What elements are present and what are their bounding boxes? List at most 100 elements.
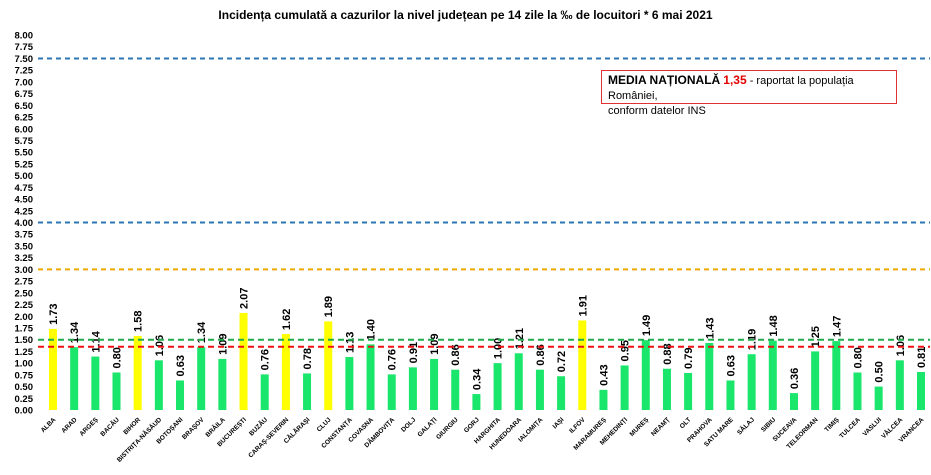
bar [641,340,650,410]
bar [578,320,587,410]
data-label: 0.76 [260,349,272,370]
bar [49,328,57,410]
data-label: 1.40 [366,319,378,340]
y-tick-label: 4.25 [15,206,34,217]
y-tick-label: 6.25 [15,113,34,124]
y-tick-label: 1.00 [15,359,34,370]
y-tick-label: 2.50 [15,288,34,299]
bar [303,373,312,410]
y-tick-label: 0.00 [15,406,34,417]
bar [281,334,290,410]
data-label: 0.88 [662,343,674,364]
x-tick-label: MUREȘ [629,416,651,438]
data-label: 1.91 [577,295,589,316]
data-label: 1.34 [196,321,208,343]
x-tick-label: ARGEȘ [78,416,100,438]
annotation-text: - raportat la populația României, [608,75,854,102]
x-tick-label: BRAȘOV [181,416,206,441]
data-label: 0.50 [874,361,886,382]
data-label: 1.43 [704,318,716,339]
bar [684,372,693,410]
bar [557,376,566,410]
y-tick-label: 5.00 [15,171,34,182]
data-label: 2.07 [239,288,251,309]
data-label: 1.09 [217,333,229,354]
data-label: 1.58 [133,311,145,332]
bar [91,356,100,410]
y-tick-label: 4.50 [15,195,34,206]
bar [239,312,248,410]
bar [408,367,417,410]
x-tick-label: GIURGIU [435,416,460,441]
y-tick-label: 4.00 [15,218,34,229]
bar [493,363,502,410]
x-tick-label: DOLJ [400,416,417,433]
bar [874,386,883,410]
x-tick-label: TIMIȘ [824,416,842,434]
data-label: 1.14 [90,330,102,352]
annotation-text2: conform datelor INS [608,105,706,117]
y-tick-label: 7.00 [15,77,34,88]
bar [599,389,608,410]
bar [451,369,460,410]
bar [70,347,79,410]
data-label: 1.09 [429,333,441,354]
bar [662,368,671,410]
data-label: 0.76 [387,349,399,370]
y-tick-label: 2.25 [15,300,34,311]
data-label: 1.06 [895,335,907,356]
bar [853,372,862,410]
data-label: 0.95 [620,340,632,361]
data-label: 0.78 [302,348,314,369]
bar [345,357,354,410]
bar [789,393,798,410]
bar [747,354,756,410]
data-label: 1.21 [514,328,526,349]
y-tick-label: 3.75 [15,230,34,241]
y-tick-label: 3.25 [15,253,34,264]
y-tick-label: 3.00 [15,265,34,276]
y-tick-label: 2.00 [15,312,34,323]
y-tick-label: 0.50 [15,382,34,393]
y-tick-label: 7.50 [15,54,34,65]
data-label: 1.62 [281,309,293,330]
x-tick-label: GORJ [463,416,481,434]
bar [705,342,714,410]
bar [112,372,121,410]
data-label: 0.80 [852,347,864,368]
data-label: 0.36 [789,368,801,389]
x-tick-label: NEAMȚ [650,416,671,437]
x-tick-label: BIHOR [122,416,142,436]
x-tick-label: SIBIU [760,416,777,433]
y-tick-label: 5.25 [15,159,34,170]
bar [811,351,820,410]
data-label: 1.73 [48,303,60,324]
data-label: 0.81 [916,347,928,368]
data-label: 0.80 [112,347,124,368]
y-tick-label: 4.75 [15,183,34,194]
bar [917,372,925,410]
bar [472,394,481,410]
bar [768,340,777,410]
y-tick-label: 6.00 [15,124,34,135]
bar [514,353,523,410]
bar [218,358,227,410]
y-tick-label: 3.50 [15,241,34,252]
bar [366,344,375,410]
data-label: 0.63 [725,355,737,376]
data-label: 0.86 [535,344,547,365]
x-tick-label: SĂLAJ [735,415,757,437]
x-tick-label: IAȘI [552,416,566,430]
y-tick-label: 1.25 [15,347,34,358]
x-tick-label: ILFOV [568,416,587,435]
bar [387,374,396,410]
bar [832,341,841,410]
bar [430,358,439,410]
x-tick-label: CLUJ [316,416,333,433]
data-label: 0.34 [471,368,483,390]
x-tick-label: BUZĂU [247,415,270,438]
data-label: 1.47 [831,316,843,337]
bar [133,335,142,410]
